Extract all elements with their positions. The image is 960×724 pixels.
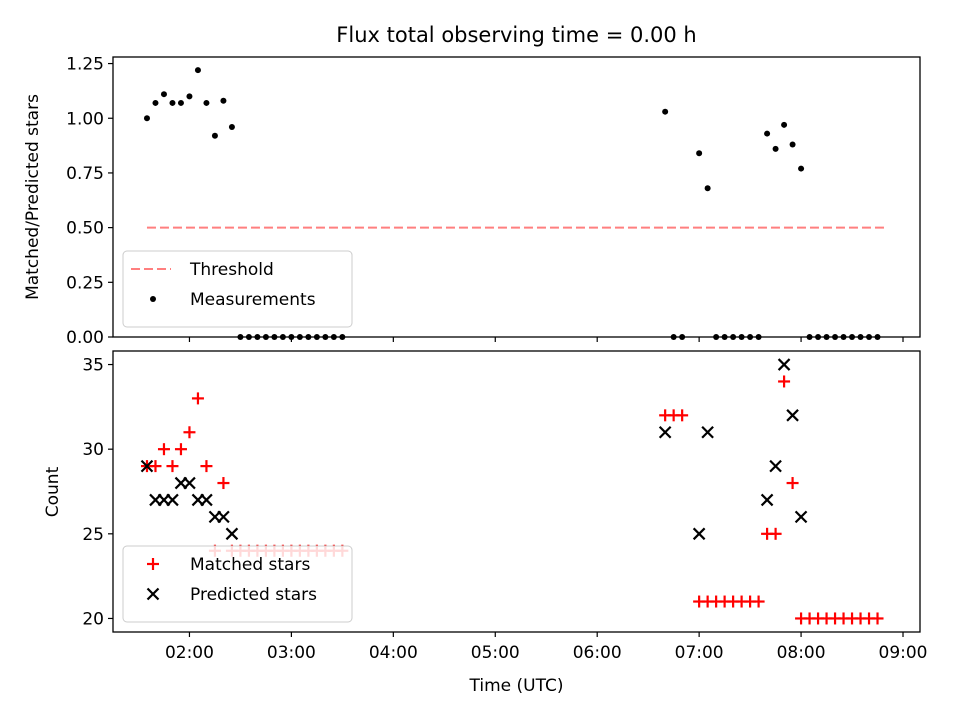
measurement-point — [220, 97, 227, 104]
measurement-point — [177, 99, 184, 106]
x-axis-label: Time (UTC) — [469, 676, 564, 696]
matched-stars-point — [769, 527, 782, 540]
measurement-point — [781, 121, 788, 128]
top-chart-title: Flux total observing time = 0.00 h — [336, 23, 696, 47]
matched-stars-point — [778, 375, 791, 388]
top-y-tick-label: 0.00 — [66, 328, 104, 348]
x-tick-label: 08:00 — [777, 643, 826, 663]
bottom-legend-box — [122, 545, 353, 623]
bottom-y-tick-label: 20 — [82, 609, 104, 629]
predicted-stars-point — [701, 425, 714, 439]
predicted-stars-point — [794, 510, 808, 524]
legend-threshold-label: Threshold — [189, 260, 274, 280]
predicted-stars-point — [786, 409, 799, 422]
top-legend-box — [122, 250, 353, 328]
top-y-tick-label: 1.00 — [66, 109, 104, 129]
bottom-y-tick-label: 25 — [82, 525, 104, 545]
top-legend: Threshold Measurements — [122, 250, 353, 328]
measurement-point — [764, 130, 771, 137]
top-y-axis-label: Matched/Predicted stars — [23, 94, 43, 300]
predicted-stars-point — [225, 527, 239, 541]
measurement-point — [662, 108, 669, 115]
x-tick-label: 05:00 — [471, 643, 520, 663]
matched-stars-point — [871, 612, 884, 625]
matched-stars-point — [217, 477, 230, 490]
measurement-point — [228, 124, 235, 130]
measurement-point — [152, 99, 159, 106]
top-y-tick-label: 0.50 — [66, 219, 104, 239]
predicted-stars-point — [777, 358, 791, 371]
measurement-point — [772, 145, 779, 152]
x-tick-label: 09:00 — [879, 643, 928, 663]
bottom-axes-frame — [112, 350, 921, 633]
predicted-stars-point — [166, 493, 179, 507]
bottom-y-axis-label: Count — [43, 466, 63, 517]
matched-stars-point — [174, 443, 187, 456]
predicted-stars-point — [769, 459, 782, 473]
top-y-tick-label: 1.25 — [66, 55, 104, 75]
bottom-legend: Matched stars Predicted stars — [122, 545, 353, 623]
legend-matched-stars-swatch — [147, 558, 159, 570]
measurement-point — [143, 115, 150, 122]
measurement-point — [186, 93, 193, 100]
bottom-y-tick-label: 30 — [82, 440, 104, 460]
predicted-stars-point — [692, 527, 706, 541]
matched-stars-point — [786, 477, 799, 490]
bottom-plot-panel: 20 25 30 35 02:00 03:00 04:00 05:00 06:00 07:00 08… — [82, 350, 928, 663]
predicted-stars-point — [217, 510, 230, 524]
legend-measurements-label: Measurements — [190, 290, 316, 310]
predicted-stars-point — [200, 493, 213, 507]
bottom-y-tick-label: 35 — [82, 356, 104, 376]
x-tick-label: 06:00 — [573, 643, 622, 663]
top-plot-panel: 0.00 0.25 0.50 0.75 1.00 1.25 Threshold Measure… — [66, 55, 921, 348]
top-y-tick-label: 0.75 — [66, 164, 104, 184]
top-y-tick-label: 0.25 — [66, 273, 104, 293]
measurement-point — [211, 132, 218, 139]
matched-stars-point — [191, 392, 204, 405]
matched-stars-point — [183, 426, 196, 439]
x-tick-label: 04:00 — [369, 643, 418, 663]
predicted-stars-point — [760, 493, 774, 507]
matched-stars-point — [149, 460, 162, 473]
measurement-point — [696, 150, 703, 157]
measurement-point — [169, 99, 176, 106]
predicted-stars-point — [658, 425, 672, 439]
x-tick-label: 03:00 — [267, 643, 316, 663]
legend-predicted-stars-swatch — [146, 587, 160, 601]
top-axes-frame — [112, 56, 921, 338]
measurement-point — [194, 67, 201, 74]
predicted-stars-point — [183, 476, 196, 490]
measurement-point — [798, 165, 805, 172]
legend-matched-stars-label: Matched stars — [190, 555, 310, 575]
matched-stars-point — [166, 460, 179, 473]
matched-stars-point — [676, 409, 689, 422]
legend-measurements-swatch — [150, 296, 156, 302]
matched-stars-point — [200, 460, 213, 473]
predicted-stars-point — [140, 459, 154, 473]
matched-stars-point — [157, 443, 170, 456]
x-tick-label: 07:00 — [675, 643, 724, 663]
matched-stars-point — [752, 595, 765, 608]
legend-predicted-stars-label: Predicted stars — [190, 585, 317, 605]
measurement-point — [203, 99, 210, 106]
measurement-point — [160, 91, 167, 98]
x-tick-label: 02:00 — [165, 643, 214, 663]
measurement-point — [704, 185, 711, 192]
measurement-point — [789, 141, 796, 148]
